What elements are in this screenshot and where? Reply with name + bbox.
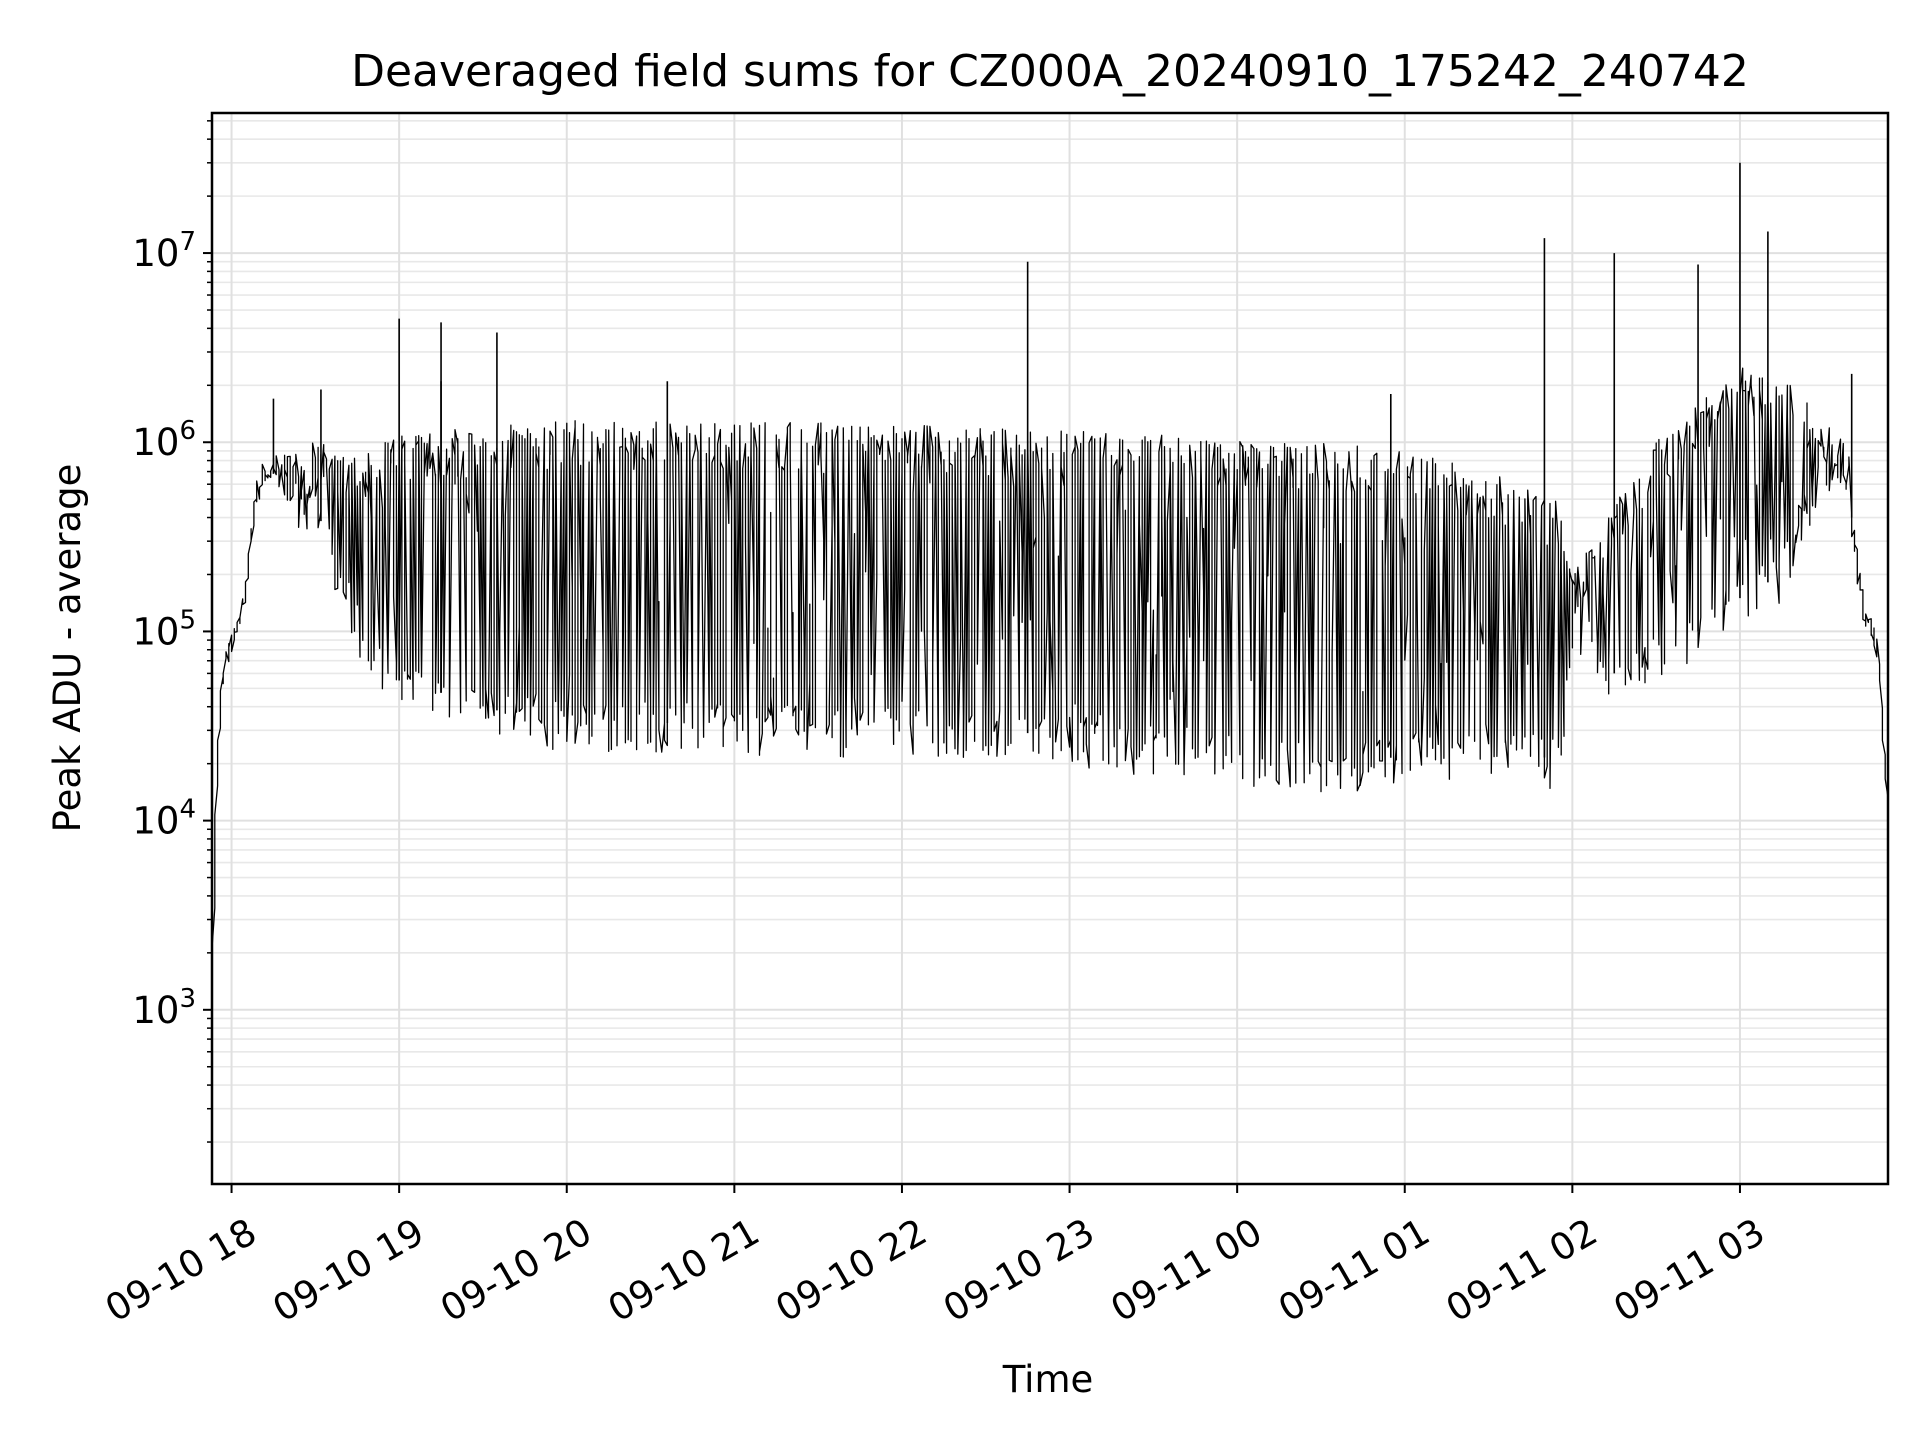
y-tick-label: 105 <box>132 605 196 653</box>
y-tick-label: 104 <box>132 795 196 843</box>
y-tick-label: 107 <box>132 227 196 275</box>
y-tick-label: 106 <box>132 416 196 464</box>
axes-frame <box>210 111 1890 1186</box>
series-line <box>212 367 1888 1042</box>
y-axis-label: Peak ADU - average <box>46 464 89 833</box>
plot-area <box>212 162 1888 1042</box>
y-tick-label: 103 <box>132 984 196 1032</box>
chart-title: Deaveraged field sums for CZ000A_2024091… <box>351 46 1749 97</box>
data-group <box>212 162 1888 1042</box>
x-axis-label: Time <box>1002 1358 1094 1401</box>
